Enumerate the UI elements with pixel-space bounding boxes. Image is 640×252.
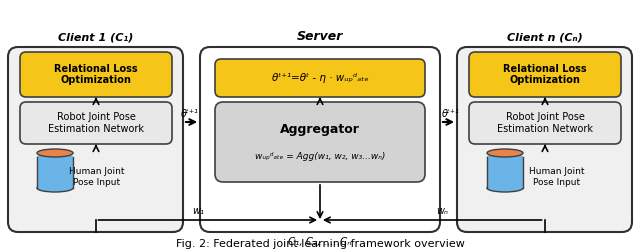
Text: Server: Server — [297, 30, 343, 43]
FancyBboxPatch shape — [200, 47, 440, 232]
FancyBboxPatch shape — [37, 157, 73, 188]
FancyBboxPatch shape — [215, 59, 425, 97]
Text: θᵗ⁺¹: θᵗ⁺¹ — [442, 109, 460, 119]
FancyBboxPatch shape — [457, 47, 632, 232]
Ellipse shape — [37, 153, 73, 161]
Text: θᵗ⁺¹: θᵗ⁺¹ — [180, 109, 198, 119]
Text: Human Joint
Pose Input: Human Joint Pose Input — [69, 167, 125, 187]
Text: wᵤₚᵈₐₜₑ = Agg(w₁, w₂, w₃...wₙ): wᵤₚᵈₐₜₑ = Agg(w₁, w₂, w₃...wₙ) — [255, 152, 385, 161]
FancyBboxPatch shape — [487, 157, 523, 188]
Text: Relational Loss
Optimization: Relational Loss Optimization — [503, 64, 587, 85]
FancyBboxPatch shape — [469, 102, 621, 144]
Text: wₙ: wₙ — [436, 206, 448, 216]
FancyBboxPatch shape — [8, 47, 183, 232]
Text: Client 1 (C₁): Client 1 (C₁) — [58, 33, 133, 43]
Text: Robot Joint Pose
Estimation Network: Robot Joint Pose Estimation Network — [497, 112, 593, 134]
Text: C₁, C₂, .....Cₙ: C₁, C₂, .....Cₙ — [288, 237, 352, 247]
Text: w₁: w₁ — [192, 206, 204, 216]
Text: Relational Loss
Optimization: Relational Loss Optimization — [54, 64, 138, 85]
Text: Robot Joint Pose
Estimation Network: Robot Joint Pose Estimation Network — [48, 112, 144, 134]
FancyBboxPatch shape — [20, 102, 172, 144]
Text: Human Joint
Pose Input: Human Joint Pose Input — [529, 167, 585, 187]
Text: Fig. 2: Federated joint learning framework overview: Fig. 2: Federated joint learning framewo… — [175, 239, 465, 249]
FancyBboxPatch shape — [20, 52, 172, 97]
Ellipse shape — [487, 184, 523, 192]
Ellipse shape — [37, 184, 73, 192]
Ellipse shape — [487, 153, 523, 161]
FancyBboxPatch shape — [215, 102, 425, 182]
Text: Aggregator: Aggregator — [280, 123, 360, 137]
Ellipse shape — [37, 149, 73, 157]
Ellipse shape — [487, 149, 523, 157]
Text: Client n (Cₙ): Client n (Cₙ) — [507, 33, 582, 43]
Text: θᵗ⁺¹=θᵗ - η · wᵤₚᵈₐₜₑ: θᵗ⁺¹=θᵗ - η · wᵤₚᵈₐₜₑ — [271, 73, 369, 83]
FancyBboxPatch shape — [469, 52, 621, 97]
